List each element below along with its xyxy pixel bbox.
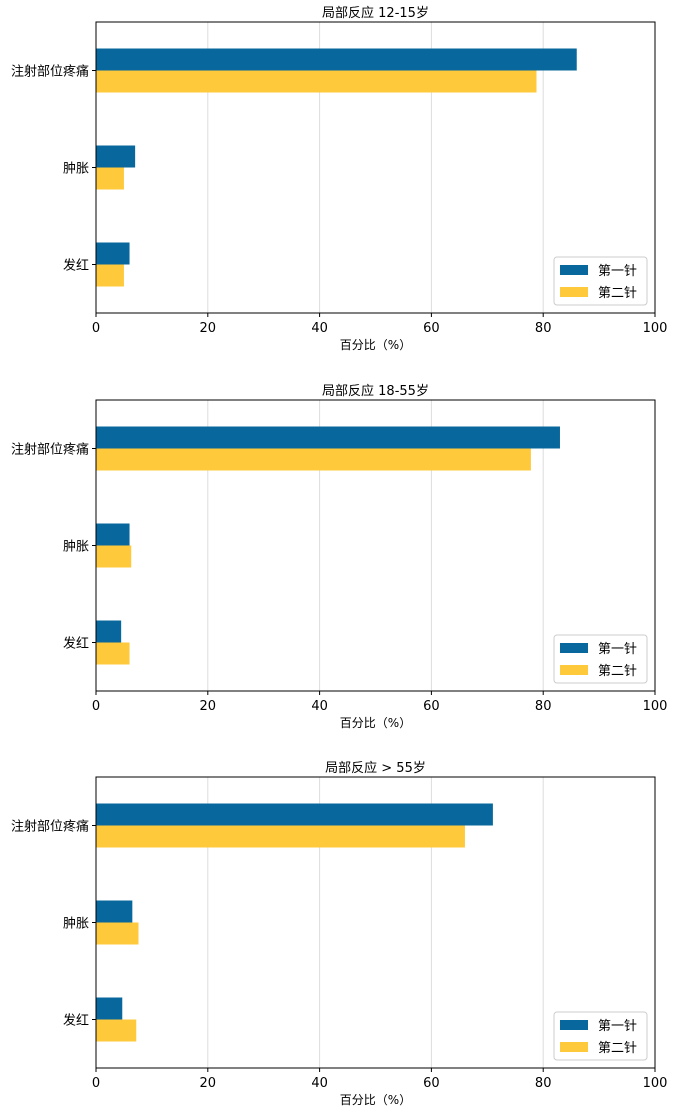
bar-2-1 — [96, 448, 531, 471]
x-tick-label: 60 — [423, 1076, 440, 1091]
bar-1-2 — [96, 523, 130, 546]
x-tick-label: 80 — [535, 321, 552, 336]
y-tick-label: 发红 — [63, 258, 89, 274]
bar-1-1 — [96, 48, 577, 71]
axes-frame — [95, 399, 656, 692]
bar-1-3 — [96, 242, 130, 265]
bar-2-1 — [96, 70, 537, 93]
bar-2-2 — [96, 922, 139, 945]
x-tick-label: 40 — [311, 1076, 328, 1091]
bar-1-2 — [96, 900, 133, 923]
axes-frame — [95, 776, 656, 1069]
x-tick-label: 20 — [200, 699, 217, 714]
legend-label: 第一针 — [598, 642, 637, 657]
legend-label: 第二针 — [598, 286, 637, 301]
legend-swatch — [560, 287, 588, 297]
x-tick-label: 0 — [92, 1076, 100, 1091]
x-axis-label: 百分比（%） — [340, 716, 411, 730]
chart-title: 局部反应 12-15岁 — [322, 5, 429, 21]
x-tick-label: 60 — [423, 699, 440, 714]
x-tick-label: 40 — [311, 321, 328, 336]
legend-swatch — [560, 1042, 588, 1052]
x-tick-label: 40 — [311, 699, 328, 714]
x-tick-label: 100 — [643, 321, 668, 336]
chart-title: 局部反应 18-55岁 — [322, 383, 429, 399]
legend-swatch — [560, 665, 588, 675]
y-tick-label: 肿胀 — [63, 917, 89, 932]
y-tick-label: 注射部位疼痛 — [11, 64, 89, 80]
x-tick-label: 0 — [92, 321, 100, 336]
y-tick-label: 发红 — [63, 636, 89, 652]
y-tick-label: 肿胀 — [63, 540, 89, 555]
x-tick-label: 80 — [535, 1076, 552, 1091]
x-axis-label: 百分比（%） — [340, 1093, 411, 1107]
x-tick-label: 20 — [200, 1076, 217, 1091]
y-tick-label: 注射部位疼痛 — [11, 819, 89, 835]
legend-swatch — [560, 265, 588, 275]
bar-2-3 — [96, 264, 124, 287]
y-tick-label: 发红 — [63, 1013, 89, 1029]
axes-frame — [95, 21, 656, 314]
x-axis-label: 百分比（%） — [340, 338, 411, 352]
bar-1-1 — [96, 426, 560, 449]
legend-label: 第二针 — [598, 664, 637, 679]
legend-label: 第二针 — [598, 1041, 637, 1056]
bar-1-2 — [96, 145, 136, 168]
y-tick-label: 肿胀 — [63, 162, 89, 177]
legend-label: 第一针 — [598, 264, 637, 279]
bar-2-3 — [96, 642, 130, 665]
legend-label: 第一针 — [598, 1019, 637, 1034]
bar-2-3 — [96, 1019, 137, 1042]
bar-1-3 — [96, 997, 123, 1020]
bar-2-2 — [96, 167, 124, 190]
bar-2-1 — [96, 825, 465, 848]
x-tick-label: 20 — [200, 321, 217, 336]
bar-1-3 — [96, 620, 122, 643]
legend-swatch — [560, 1020, 588, 1030]
x-tick-label: 100 — [643, 699, 668, 714]
x-tick-label: 80 — [535, 699, 552, 714]
chart-title: 局部反应 > 55岁 — [325, 760, 426, 776]
y-tick-label: 注射部位疼痛 — [11, 442, 89, 458]
bar-1-1 — [96, 803, 493, 826]
x-tick-label: 0 — [92, 699, 100, 714]
legend-swatch — [560, 643, 588, 653]
x-tick-label: 100 — [643, 1076, 668, 1091]
x-tick-label: 60 — [423, 321, 440, 336]
bar-2-2 — [96, 545, 132, 568]
